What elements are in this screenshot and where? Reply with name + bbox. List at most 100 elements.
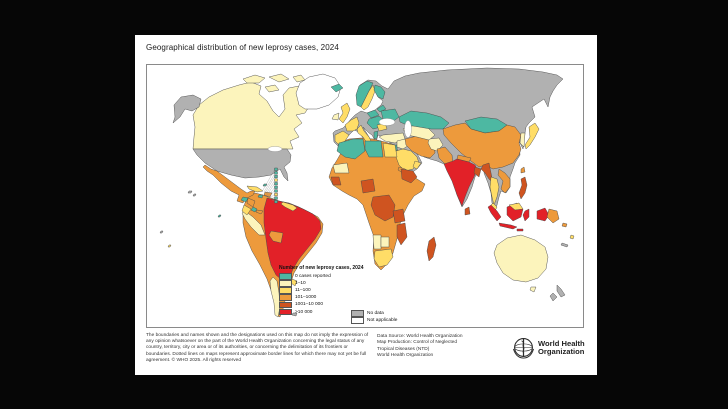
region-drc <box>370 194 396 222</box>
legend-label: No data <box>367 311 384 317</box>
region-india <box>443 158 478 207</box>
legend-label: 11–100 <box>295 288 311 294</box>
region-madagascar <box>426 236 437 262</box>
source-line: Map Production: Control of Neglected <box>377 340 457 346</box>
region-indochina <box>497 168 511 194</box>
legend-item: 11–100 <box>279 287 465 295</box>
map-disclaimer: The boundaries and names shown and the d… <box>146 333 369 363</box>
page-title: Geographical distribution of new leprosy… <box>146 43 339 52</box>
region-france <box>344 116 360 132</box>
legend-swatch <box>279 308 292 316</box>
who-logo-text: World Health Organization <box>538 338 585 356</box>
legend-swatch <box>351 310 364 317</box>
region-carib6 <box>274 189 278 193</box>
map-document: Geographical distribution of new leprosy… <box>135 35 597 375</box>
region-carib9 <box>274 200 278 204</box>
legend-swatch <box>279 273 292 280</box>
region-bolivia <box>268 230 284 244</box>
region-sri_lanka <box>464 206 471 216</box>
region-solomon <box>561 222 568 228</box>
who-emblem-icon <box>513 338 534 359</box>
legend-label: 1001–10 000 <box>295 302 324 308</box>
region-lesser_sunda <box>516 228 524 232</box>
region-ethiopia <box>400 168 418 184</box>
region-arctic3 <box>292 74 306 83</box>
region-afghanistan <box>427 137 444 152</box>
region-usa <box>192 148 292 182</box>
region-botswana <box>380 236 390 248</box>
region-iceland <box>330 83 344 93</box>
region-finland <box>373 84 386 100</box>
region-oman <box>412 160 422 170</box>
region-png <box>546 208 560 224</box>
region-peru <box>241 210 266 236</box>
region-arctic1 <box>242 74 266 84</box>
legend-swatch <box>279 280 292 288</box>
region-namibia <box>372 234 382 250</box>
who-logo-line2: Organization <box>538 346 585 356</box>
region-mozambique <box>396 222 408 246</box>
region-cuba <box>246 185 264 193</box>
region-carib4 <box>274 182 278 186</box>
region-jamaica <box>257 194 264 199</box>
region-thailand <box>489 176 500 206</box>
region-mauritania <box>332 162 350 174</box>
region-carib8 <box>274 196 278 200</box>
legend-extra: No data Not applicable <box>351 310 397 325</box>
region-ecuador <box>241 204 252 216</box>
legend-label: >10 000 <box>295 309 313 315</box>
region-carib5 <box>274 185 278 189</box>
region-canada <box>192 81 311 150</box>
legend-item: Not applicable <box>351 317 397 325</box>
region-guatemala <box>240 196 249 203</box>
caribbean-leader-lines <box>262 168 276 202</box>
region-hawaii1 <box>187 190 193 194</box>
region-tanzania <box>392 208 406 224</box>
legend-item: >10 000 <box>279 308 465 316</box>
region-costa_rica <box>250 206 258 213</box>
region-tasmania <box>529 286 537 293</box>
region-galapagos <box>217 214 222 218</box>
region-australia <box>493 234 549 283</box>
region-sulawesi <box>522 208 530 222</box>
region-pacific_speck1 <box>159 230 164 234</box>
region-mexico <box>202 164 256 204</box>
region-guyanas <box>280 201 298 212</box>
region-carib1 <box>274 171 278 175</box>
region-korea <box>519 132 526 148</box>
region-japan <box>524 122 540 150</box>
map-frame: Number of new leprosy cases, 2024 0 case… <box>146 64 584 328</box>
region-bangladesh <box>473 166 482 178</box>
region-ireland <box>331 112 340 121</box>
region-libya <box>364 140 384 158</box>
legend-item: 101–1000 <box>279 294 465 302</box>
region-new_caledonia <box>560 242 569 248</box>
region-taiwan <box>520 166 526 174</box>
legend-item: 1–10 <box>279 280 465 288</box>
region-carib0 <box>274 167 278 171</box>
region-nigeria <box>360 178 376 194</box>
region-poland <box>366 109 380 119</box>
region-carib7 <box>274 192 278 197</box>
region-philippines <box>518 176 528 200</box>
who-logo-line1: World Health <box>538 338 585 348</box>
region-brazil <box>263 197 322 282</box>
legend-swatch <box>351 317 364 325</box>
legend-title: Number of new leprosy cases, 2024 <box>279 265 364 271</box>
data-source-block: Data Source: World Health Organization M… <box>377 334 463 359</box>
region-baltics <box>376 104 387 113</box>
region-carib2 <box>274 174 278 179</box>
region-arctic2 <box>268 73 290 83</box>
region-chile <box>269 276 281 318</box>
legend-item: No data <box>351 310 397 317</box>
region-nz_south <box>549 292 558 302</box>
legend-label: 0 cases reported <box>295 274 331 280</box>
region-greece <box>373 130 379 140</box>
legend-item: 1001–10 000 <box>279 301 465 309</box>
legend-label: 1–10 <box>295 281 306 287</box>
region-south_africa <box>373 248 394 268</box>
region-guinea <box>330 176 342 186</box>
region-sumatra <box>487 204 502 222</box>
region-alaska <box>172 94 202 124</box>
